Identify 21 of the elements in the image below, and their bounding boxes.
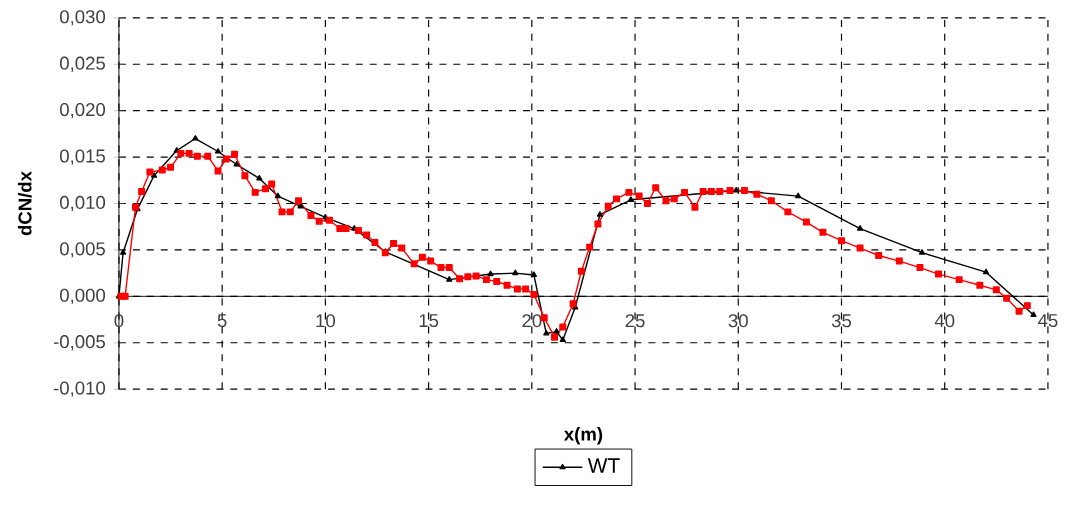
x-tick-label: 35 <box>831 314 852 328</box>
x-axis-title: x(m) <box>563 427 603 445</box>
x-tick-label: 15 <box>419 314 439 328</box>
x-tick-label: 10 <box>316 314 335 328</box>
y-tick-label: -0,005 <box>53 335 105 351</box>
x-tick-label: 45 <box>1038 314 1058 328</box>
y-axis-title: dCN/dx <box>17 171 32 236</box>
x-tick-label: 20 <box>522 314 542 328</box>
x-tick-label: 25 <box>625 314 645 328</box>
x-tick-label: 30 <box>728 314 748 328</box>
x-tick-label: 5 <box>217 314 227 328</box>
y-tick-label: 0,015 <box>60 149 105 165</box>
y-tick-label: 0,025 <box>60 56 105 73</box>
x-tick-label: 40 <box>934 314 955 328</box>
y-tick-label: 0,030 <box>60 10 106 26</box>
y-tick-label: 0,010 <box>60 196 106 212</box>
y-tick-label: -0,010 <box>53 381 106 398</box>
legend-label: WT <box>587 458 620 473</box>
y-tick-label: 0,000 <box>60 288 106 305</box>
y-tick-label: 0,005 <box>60 242 105 258</box>
y-tick-label: 0,020 <box>60 103 106 119</box>
